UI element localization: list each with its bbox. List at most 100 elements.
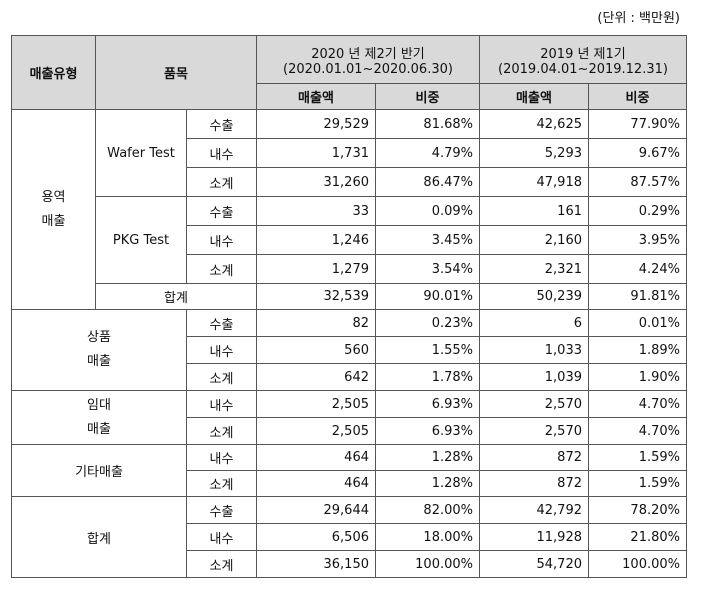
period-2020-range: (2020.01.01~2020.06.30) xyxy=(283,61,453,77)
sales-2019: 2,321 xyxy=(479,254,589,284)
sales-2020: 560 xyxy=(256,336,376,364)
header-product: 품목 xyxy=(95,35,257,110)
sub-label: 내수 xyxy=(186,225,257,255)
sales-2020: 642 xyxy=(256,363,376,391)
sub-label: 내수 xyxy=(186,336,257,364)
sales-2019: 6 xyxy=(479,309,589,337)
sales-2020: 31,260 xyxy=(256,167,376,197)
sales-2020: 6,506 xyxy=(256,523,376,551)
sales-2020: 464 xyxy=(256,444,376,471)
sub-label: 수출 xyxy=(186,109,257,139)
sub-label: 소계 xyxy=(186,254,257,284)
sub-label: 소계 xyxy=(186,363,257,391)
sub-label: 내수 xyxy=(186,444,257,471)
ratio-2020: 81.68% xyxy=(375,109,480,139)
sales-2019: 47,918 xyxy=(479,167,589,197)
ratio-2019: 0.01% xyxy=(588,309,687,337)
ratio-2019: 78.20% xyxy=(588,496,687,524)
sub-label: 수출 xyxy=(186,496,257,524)
ratio-2020: 18.00% xyxy=(375,523,480,551)
sales-table: 매출유형 품목 2020 년 제2기 반기 (2020.01.01~2020.06… xyxy=(11,35,687,578)
sales-2019: 42,792 xyxy=(479,496,589,524)
sales-2020: 2,505 xyxy=(256,390,376,418)
ratio-2020: 3.45% xyxy=(375,225,480,255)
product-pkg-test: PKG Test xyxy=(95,196,187,284)
ratio-2020: 6.93% xyxy=(375,417,480,445)
sales-2019: 54,720 xyxy=(479,550,589,578)
sub-label: 소계 xyxy=(186,417,257,445)
header-sales-2019: 매출액 xyxy=(479,83,589,110)
sub-label: 소계 xyxy=(186,550,257,578)
service-total-label: 합계 xyxy=(95,283,257,310)
ratio-2020: 100.00% xyxy=(375,550,480,578)
ratio-2020: 1.55% xyxy=(375,336,480,364)
sales-2020: 29,644 xyxy=(256,496,376,524)
sales-2020: 1,246 xyxy=(256,225,376,255)
ratio-2020: 90.01% xyxy=(375,283,480,310)
group-goods-line2: 매출 xyxy=(87,354,111,369)
ratio-2019: 100.00% xyxy=(588,550,687,578)
sales-2019: 2,570 xyxy=(479,417,589,445)
group-goods-line1: 상품 xyxy=(87,330,111,345)
ratio-2019: 91.81% xyxy=(588,283,687,310)
sales-2020: 32,539 xyxy=(256,283,376,310)
sales-2020: 82 xyxy=(256,309,376,337)
product-wafer-test: Wafer Test xyxy=(95,109,187,197)
ratio-2019: 3.95% xyxy=(588,225,687,255)
header-ratio-2020: 비중 xyxy=(375,83,480,110)
header-type: 매출유형 xyxy=(11,35,96,110)
ratio-2020: 86.47% xyxy=(375,167,480,197)
sales-2019: 11,928 xyxy=(479,523,589,551)
ratio-2019: 4.24% xyxy=(588,254,687,284)
ratio-2019: 77.90% xyxy=(588,109,687,139)
sales-2019: 5,293 xyxy=(479,138,589,168)
sub-label: 내수 xyxy=(186,390,257,418)
period-2019-title: 2019 년 제1기 xyxy=(540,46,626,62)
group-grand-total: 합계 xyxy=(11,496,187,578)
sales-2020: 29,529 xyxy=(256,109,376,139)
sub-label: 수출 xyxy=(186,309,257,337)
ratio-2019: 21.80% xyxy=(588,523,687,551)
ratio-2019: 87.57% xyxy=(588,167,687,197)
group-other: 기타매출 xyxy=(11,444,187,497)
sales-2019: 42,625 xyxy=(479,109,589,139)
sub-label: 소계 xyxy=(186,167,257,197)
ratio-2020: 6.93% xyxy=(375,390,480,418)
sales-2019: 161 xyxy=(479,196,589,226)
ratio-2019: 0.29% xyxy=(588,196,687,226)
header-period-2019: 2019 년 제1기 (2019.04.01~2019.12.31) xyxy=(479,35,687,84)
ratio-2020: 82.00% xyxy=(375,496,480,524)
sales-2019: 1,033 xyxy=(479,336,589,364)
group-service-line2: 매출 xyxy=(41,213,66,229)
group-service-line1: 용역 xyxy=(41,189,66,205)
ratio-2020: 0.09% xyxy=(375,196,480,226)
sub-label: 수출 xyxy=(186,196,257,226)
group-rental-line2: 매출 xyxy=(87,421,111,437)
sub-label: 소계 xyxy=(186,470,257,497)
sales-2019: 2,570 xyxy=(479,390,589,418)
sales-2019: 872 xyxy=(479,444,589,471)
group-rental-line1: 임대 xyxy=(87,397,111,413)
ratio-2019: 1.59% xyxy=(588,470,687,497)
period-2020-title: 2020 년 제2기 반기 xyxy=(311,46,425,62)
ratio-2019: 1.59% xyxy=(588,444,687,471)
header-sales-2020: 매출액 xyxy=(256,83,376,110)
ratio-2020: 0.23% xyxy=(375,309,480,337)
ratio-2020: 3.54% xyxy=(375,254,480,284)
sub-label: 내수 xyxy=(186,138,257,168)
sales-2019: 2,160 xyxy=(479,225,589,255)
ratio-2019: 1.90% xyxy=(588,363,687,391)
period-2019-range: (2019.04.01~2019.12.31) xyxy=(498,61,668,77)
sales-2020: 36,150 xyxy=(256,550,376,578)
header-ratio-2019: 비중 xyxy=(588,83,687,110)
sales-2020: 1,731 xyxy=(256,138,376,168)
sub-label: 내수 xyxy=(186,523,257,551)
sales-2019: 1,039 xyxy=(479,363,589,391)
unit-label: (단위 : 백만원) xyxy=(597,11,680,26)
sales-2019: 872 xyxy=(479,470,589,497)
ratio-2019: 4.70% xyxy=(588,417,687,445)
header-period-2020: 2020 년 제2기 반기 (2020.01.01~2020.06.30) xyxy=(256,35,480,84)
ratio-2019: 4.70% xyxy=(588,390,687,418)
